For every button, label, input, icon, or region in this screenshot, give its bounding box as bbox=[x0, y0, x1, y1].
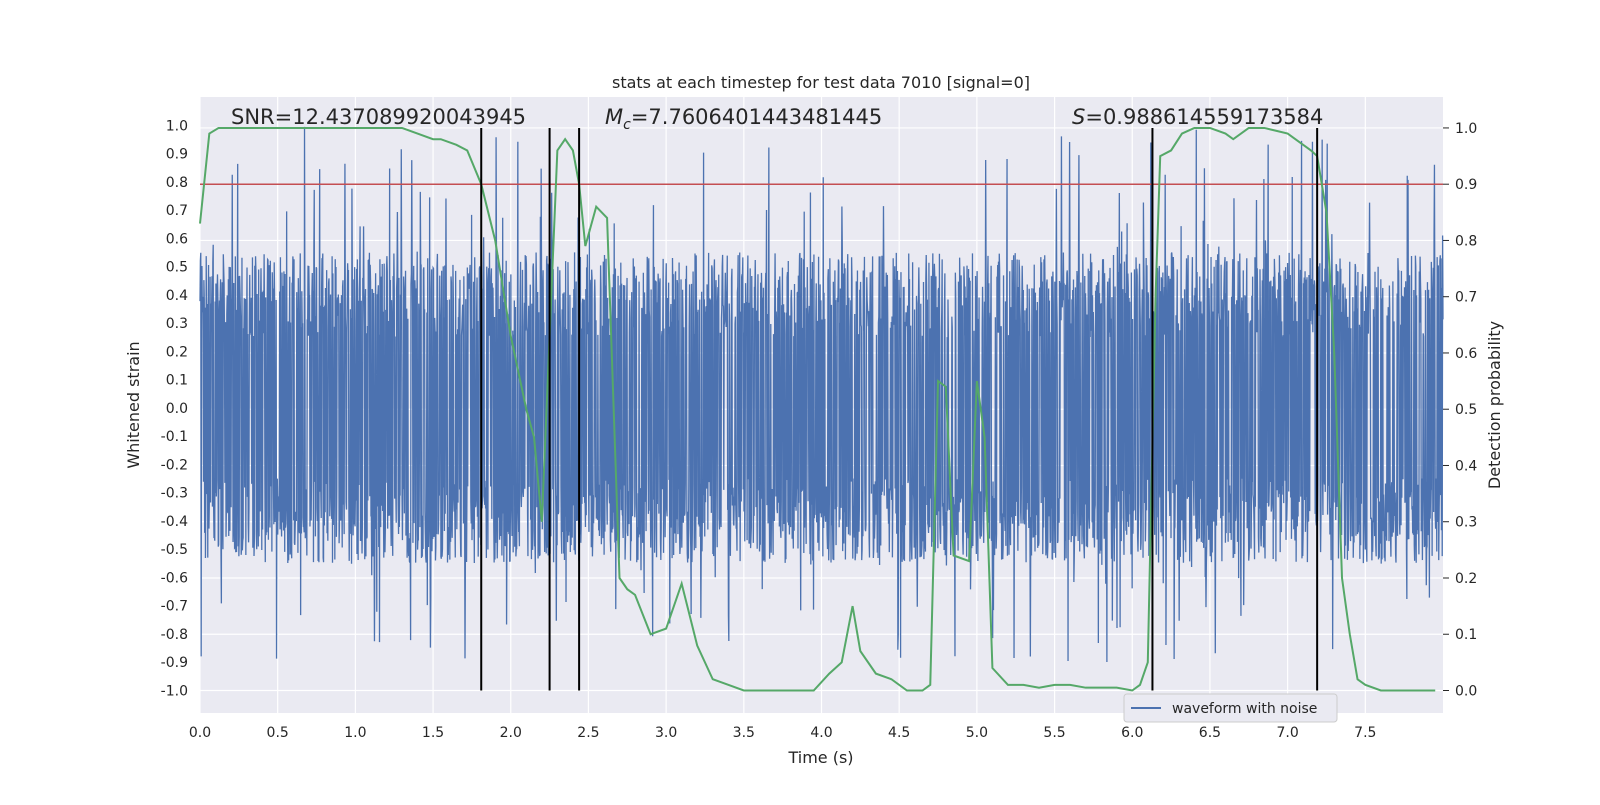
x-tick-label: 3.0 bbox=[655, 725, 677, 741]
x-axis-label: Time (s) bbox=[787, 748, 853, 767]
y-axis-left-label: Whitened strain bbox=[124, 341, 143, 468]
legend: waveform with noise bbox=[1123, 693, 1338, 723]
y-left-tick-label: 0.2 bbox=[166, 344, 188, 360]
legend-label: waveform with noise bbox=[1172, 701, 1317, 717]
s-value: =0.988614559173584 bbox=[1085, 105, 1323, 129]
x-tick-label: 5.5 bbox=[1043, 725, 1065, 741]
x-tick-label: 7.5 bbox=[1354, 725, 1376, 741]
y-right-tick-label: 0.5 bbox=[1455, 402, 1477, 418]
y-right-tick-label: 0.2 bbox=[1455, 571, 1477, 587]
y-left-tick-label: -0.1 bbox=[161, 429, 188, 445]
y-left-tick-label: -0.5 bbox=[161, 542, 188, 558]
probability-series bbox=[199, 126, 1436, 692]
x-tick-label: 0.5 bbox=[267, 725, 289, 741]
mc-annotation: Mc=7.7606401443481445 bbox=[605, 105, 882, 133]
x-tick-label: 1.0 bbox=[344, 725, 366, 741]
x-tick-label: 4.5 bbox=[888, 725, 910, 741]
x-tick-label: 4.0 bbox=[810, 725, 832, 741]
mc-value: =7.7606401443481445 bbox=[631, 105, 882, 129]
y-left-tick-label: -0.8 bbox=[161, 627, 188, 643]
vertical-lines bbox=[480, 127, 1319, 691]
waveform-line bbox=[199, 126, 1444, 663]
x-tick-label: 0.0 bbox=[189, 725, 211, 741]
x-tick-label: 5.0 bbox=[966, 725, 988, 741]
y-left-tick-label: -0.3 bbox=[161, 486, 188, 502]
y-right-tick-label: 0.6 bbox=[1455, 346, 1477, 362]
y-left-tick-label: -0.4 bbox=[161, 514, 188, 530]
y-left-tick-label: 0.1 bbox=[166, 373, 188, 389]
waveform-series bbox=[199, 126, 1444, 663]
y-left-tick-label: -0.9 bbox=[161, 655, 188, 671]
y-right-tick-label: 0.0 bbox=[1455, 683, 1477, 699]
s-symbol: S bbox=[1072, 105, 1085, 129]
probability-line bbox=[199, 126, 1436, 692]
y-right-tick-label: 0.1 bbox=[1455, 627, 1477, 643]
y-axis-right-label: Detection probability bbox=[1485, 321, 1504, 489]
y-right-tick-label: 0.9 bbox=[1455, 177, 1477, 193]
y-left-tick-label: 0.3 bbox=[166, 316, 188, 332]
x-tick-label: 3.5 bbox=[733, 725, 755, 741]
x-tick-label: 7.0 bbox=[1276, 725, 1298, 741]
y-left-tick-label: -0.2 bbox=[161, 457, 188, 473]
y-left-tick-label: 0.8 bbox=[166, 175, 188, 191]
chart-title: stats at each timestep for test data 701… bbox=[612, 73, 1030, 92]
x-tick-label: 6.5 bbox=[1199, 725, 1221, 741]
y-right-tick-label: 1.0 bbox=[1455, 121, 1477, 137]
x-tick-label: 6.0 bbox=[1121, 725, 1143, 741]
mc-subscript: c bbox=[623, 117, 631, 133]
y-left-tick-label: -1.0 bbox=[161, 683, 188, 699]
x-tick-label: 2.0 bbox=[500, 725, 522, 741]
tick-labels: 0.0 0.5 1.0 1.5 2.0 2.5 3.0 3.5 4.0 4.5 5.0 5.5 6.0 6… bbox=[161, 118, 1478, 741]
y-right-tick-label: 0.4 bbox=[1455, 458, 1477, 474]
mc-symbol: M bbox=[605, 105, 623, 129]
y-left-tick-label: 1.0 bbox=[166, 118, 188, 134]
legend-box bbox=[1123, 693, 1338, 723]
y-right-tick-label: 0.3 bbox=[1455, 515, 1477, 531]
y-left-tick-label: 0.6 bbox=[166, 231, 188, 247]
s-annotation: S=0.988614559173584 bbox=[1072, 105, 1323, 129]
y-left-tick-label: -0.6 bbox=[161, 570, 188, 586]
x-tick-label: 1.5 bbox=[422, 725, 444, 741]
y-right-tick-label: 0.7 bbox=[1455, 290, 1477, 306]
y-left-tick-label: 0.5 bbox=[166, 260, 188, 276]
y-left-tick-label: 0.4 bbox=[166, 288, 188, 304]
y-left-tick-label: -0.7 bbox=[161, 599, 188, 615]
y-left-tick-label: 0.9 bbox=[166, 147, 188, 163]
snr-annotation: SNR=12.437089920043945 bbox=[231, 105, 526, 129]
y-right-tick-label: 0.8 bbox=[1455, 233, 1477, 249]
x-tick-label: 2.5 bbox=[577, 725, 599, 741]
y-left-tick-label: 0.0 bbox=[166, 401, 188, 417]
y-left-tick-label: 0.7 bbox=[166, 203, 188, 219]
